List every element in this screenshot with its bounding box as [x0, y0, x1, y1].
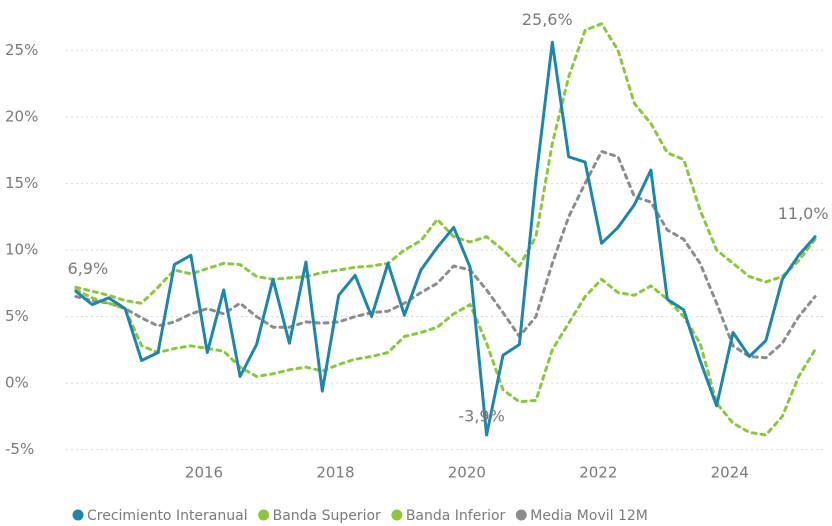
- data-label: 11,0%: [778, 204, 829, 223]
- legend-label: Media Movil 12M: [530, 508, 648, 524]
- legend-marker: [72, 509, 84, 521]
- x-tick-label: 2022: [579, 464, 617, 482]
- legend-marker: [391, 509, 403, 521]
- legend: Crecimiento Interanual Banda Superior Band…: [72, 508, 648, 524]
- legend-marker: [515, 509, 527, 521]
- x-tick-label: 2020: [448, 464, 486, 482]
- x-tick-label: 2018: [316, 464, 354, 482]
- y-tick-label: 15%: [5, 174, 38, 192]
- series-line: [74, 22, 817, 305]
- y-tick-label: 5%: [5, 307, 29, 325]
- data-label: 6,9%: [68, 259, 109, 278]
- legend-label: Banda Superior: [273, 508, 381, 524]
- y-tick-label: -5%: [5, 440, 34, 458]
- y-tick-label: 20%: [5, 107, 38, 125]
- legend-label: Banda Inferior: [406, 508, 506, 524]
- legend-marker: [258, 509, 270, 521]
- y-tick-label: 0%: [5, 374, 29, 392]
- y-tick-label: 25%: [5, 41, 38, 59]
- series-line: [74, 150, 817, 360]
- y-tick-label: 10%: [5, 240, 38, 258]
- x-tick-label: 2024: [711, 464, 749, 482]
- legend-label: Crecimiento Interanual: [87, 508, 248, 524]
- series-line: [74, 40, 817, 437]
- series-line: [74, 277, 817, 437]
- data-label: 25,6%: [522, 10, 573, 29]
- x-tick-label: 2016: [185, 464, 223, 482]
- data-label: -3,9%: [458, 407, 504, 426]
